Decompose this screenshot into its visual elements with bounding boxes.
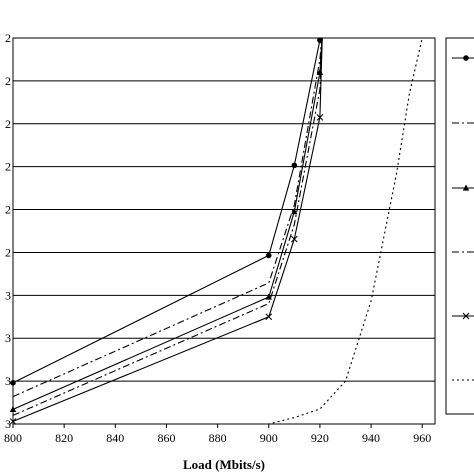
series-3-point bbox=[291, 208, 298, 215]
y-tick-label: 2 bbox=[5, 160, 11, 174]
x-axis-label: Load (Mbits/s) bbox=[183, 457, 265, 472]
x-tick-label: 900 bbox=[260, 431, 278, 445]
legend bbox=[452, 55, 474, 381]
series-1-point bbox=[265, 252, 272, 259]
x-tick-label: 920 bbox=[311, 431, 329, 445]
x-tick-label: 940 bbox=[362, 431, 380, 445]
plot-area bbox=[12, 37, 436, 425]
series-5-point bbox=[316, 113, 324, 121]
x-tick-label: 820 bbox=[55, 431, 73, 445]
y-tick-label: 2 bbox=[5, 203, 11, 217]
legend-marker-1 bbox=[463, 55, 469, 61]
y-tick-label: 3 bbox=[5, 417, 11, 431]
series-5-point bbox=[265, 313, 273, 321]
x-tick-label: 860 bbox=[157, 431, 175, 445]
gridlines bbox=[13, 80, 435, 425]
series-1-point bbox=[317, 37, 323, 43]
legend-marker-3 bbox=[462, 184, 470, 191]
legend-marker-5 bbox=[462, 312, 470, 320]
series-3-point bbox=[316, 68, 324, 75]
x-tick-label: 840 bbox=[106, 431, 124, 445]
series-1-point bbox=[10, 380, 16, 386]
series-3-point bbox=[265, 293, 272, 300]
markers-layer bbox=[9, 37, 324, 425]
x-tick-label: 800 bbox=[4, 431, 22, 445]
y-tick-label: 2 bbox=[5, 31, 11, 45]
series-1-point bbox=[291, 162, 298, 169]
series-3-point bbox=[9, 405, 17, 413]
y-tick-label: 3 bbox=[5, 288, 11, 302]
y-tick-label: 2 bbox=[5, 117, 11, 131]
x-tick-label: 960 bbox=[413, 431, 431, 445]
series-line-6 bbox=[252, 38, 423, 424]
legend-box bbox=[445, 37, 474, 415]
y-tick-label: 3 bbox=[5, 331, 11, 345]
series-line-2 bbox=[13, 38, 323, 398]
series-5-point bbox=[9, 418, 17, 425]
y-tick-label: 2 bbox=[5, 74, 11, 88]
series-5-point bbox=[290, 235, 298, 243]
series-line-4 bbox=[13, 38, 323, 416]
x-tick-label: 880 bbox=[209, 431, 227, 445]
x-axis-ticks: 800 820 840 860 880 900 920 940 960 bbox=[4, 424, 431, 445]
y-tick-label: 2 bbox=[5, 245, 11, 259]
y-axis-ticks: 2 2 2 2 2 2 3 3 3 3 bbox=[5, 31, 11, 431]
y-tick-label: 3 bbox=[5, 374, 11, 388]
